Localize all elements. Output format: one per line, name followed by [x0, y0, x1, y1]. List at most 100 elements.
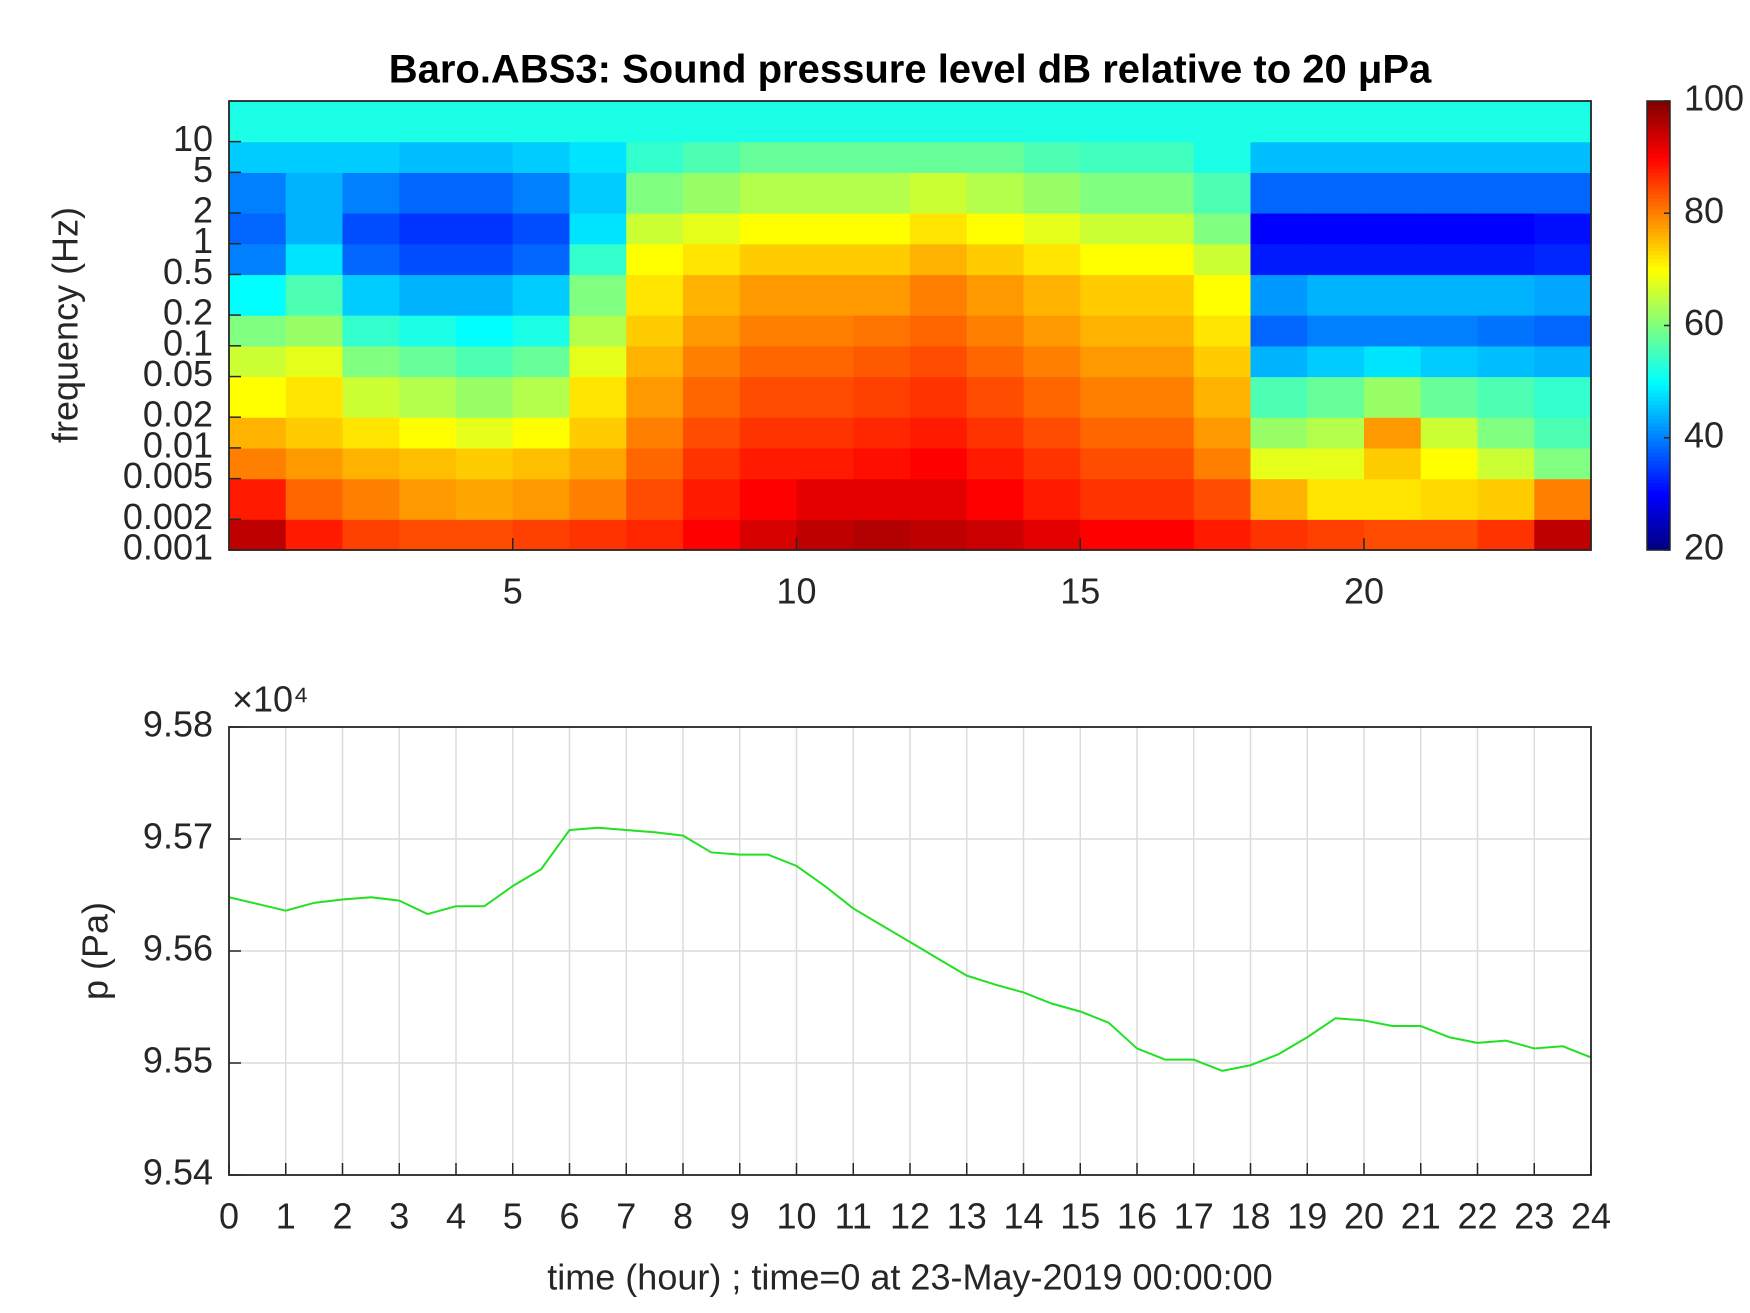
colorbar-swatch: [1647, 235, 1670, 241]
heatmap-cell: [1250, 101, 1308, 143]
colorbar-swatch: [1647, 198, 1670, 203]
heatmap-cell: [569, 519, 627, 551]
heatmap-cell: [853, 417, 911, 449]
heatmap-cell: [1137, 345, 1195, 378]
colorbar-swatch: [1647, 355, 1670, 360]
heatmap-cell: [683, 141, 741, 173]
colorbar-tick-label: 80: [1684, 190, 1724, 231]
colorbar-swatch: [1647, 187, 1670, 192]
heatmap-cell: [1023, 447, 1081, 480]
heatmap-cell: [1023, 274, 1081, 316]
y-tick-label: 0.2: [163, 292, 213, 333]
heatmap-cell: [1307, 315, 1365, 347]
x-tick-label: 5: [503, 1196, 523, 1237]
x-tick-label: 1: [276, 1196, 296, 1237]
colorbar-swatch: [1647, 194, 1670, 199]
heatmap-cell: [569, 243, 627, 276]
y-tick-label: 0.05: [143, 353, 213, 394]
heatmap-cell: [910, 274, 968, 316]
heatmap-cell: [229, 519, 287, 551]
heatmap-cell: [569, 172, 627, 214]
colorbar-swatch: [1647, 190, 1670, 196]
colorbar-swatch: [1647, 415, 1670, 420]
heatmap-cell: [1477, 417, 1535, 449]
y-tick-label: 0.5: [163, 251, 213, 292]
heatmap-cell: [342, 478, 400, 520]
colorbar-swatch: [1647, 228, 1670, 233]
colorbar-swatch: [1647, 321, 1670, 327]
heatmap-cell: [966, 447, 1025, 480]
colorbar-swatch: [1647, 463, 1670, 469]
heatmap-cell: [456, 141, 514, 173]
heatmap-cell: [1420, 141, 1479, 173]
heatmap-cell: [1307, 478, 1365, 520]
heatmap-cell: [399, 345, 457, 378]
colorbar-swatch: [1647, 280, 1670, 285]
heatmap-cell: [229, 315, 287, 347]
heatmap-cell: [285, 315, 344, 347]
colorbar-swatch: [1647, 134, 1670, 140]
colorbar-box: [1646, 100, 1671, 551]
colorbar-swatch: [1647, 179, 1670, 184]
x-tick-label: 20: [1344, 571, 1384, 612]
x-tick-label: 6: [559, 1196, 579, 1237]
colorbar-swatch: [1647, 535, 1670, 540]
heatmap-cell: [853, 376, 911, 418]
colorbar-swatch: [1647, 119, 1670, 125]
colorbar-tick-label: 40: [1684, 414, 1724, 455]
heatmap-cell: [1534, 345, 1592, 378]
heatmap-cell: [1420, 478, 1479, 520]
heatmap-cell: [399, 172, 457, 214]
heatmap-cell: [229, 478, 287, 520]
colorbar-swatch: [1647, 366, 1670, 371]
heatmap-cell: [285, 212, 344, 245]
heatmap-cell: [1420, 274, 1479, 316]
heatmap-cell: [910, 243, 968, 276]
heatmap-cell: [1364, 315, 1422, 347]
x-tick-label: 17: [1174, 1196, 1214, 1237]
heatmap-cell: [739, 345, 798, 378]
heatmap-cell: [1193, 478, 1252, 520]
heatmap-cell: [1250, 417, 1308, 449]
heatmap-cell: [853, 274, 911, 316]
heatmap-cell: [1080, 376, 1138, 418]
heatmap-cell: [456, 101, 514, 143]
heatmap-cell: [229, 141, 287, 173]
colorbar-swatch: [1647, 250, 1670, 256]
y-tick-label: 0.1: [163, 322, 213, 363]
colorbar-swatch: [1647, 467, 1670, 473]
heatmap-cell: [456, 315, 514, 347]
x-tick-label: 5: [503, 571, 523, 612]
heatmap-cell: [1420, 376, 1479, 418]
heatmap-cell: [285, 345, 344, 378]
heatmap-cell: [1364, 101, 1422, 143]
heatmap-cell: [399, 519, 457, 551]
heatmap-cell: [626, 274, 684, 316]
heatmap-cell: [399, 376, 457, 418]
y-tick-label: 2: [193, 190, 213, 231]
colorbar-swatch: [1647, 224, 1670, 229]
x-tick-label: 15: [1060, 1196, 1100, 1237]
heatmap-cell: [626, 172, 684, 214]
heatmap-cell: [683, 478, 741, 520]
heatmap-cell: [1364, 478, 1422, 520]
heatmap-cell: [626, 376, 684, 418]
heatmap-cell: [796, 478, 854, 520]
colorbar-swatch: [1647, 452, 1670, 458]
colorbar-swatch: [1647, 269, 1670, 274]
heatmap-cell: [512, 376, 571, 418]
heatmap-cell: [1023, 376, 1081, 418]
colorbar-swatch: [1647, 138, 1670, 143]
heatmap-cell: [966, 243, 1025, 276]
heatmap-cell: [342, 101, 400, 143]
heatmap-cell: [569, 447, 627, 480]
colorbar-swatch: [1647, 542, 1670, 547]
heatmap-cell: [910, 212, 968, 245]
heatmap-cell: [285, 243, 344, 276]
colorbar-swatch: [1647, 145, 1670, 151]
heatmap-cell: [796, 447, 854, 480]
heatmap-cell: [1080, 172, 1138, 214]
chart-title: Baro.ABS3: Sound pressure level dB relat…: [389, 48, 1432, 92]
y-axis-label: p (Pa): [75, 902, 116, 1000]
heatmap-cell: [1534, 519, 1592, 551]
